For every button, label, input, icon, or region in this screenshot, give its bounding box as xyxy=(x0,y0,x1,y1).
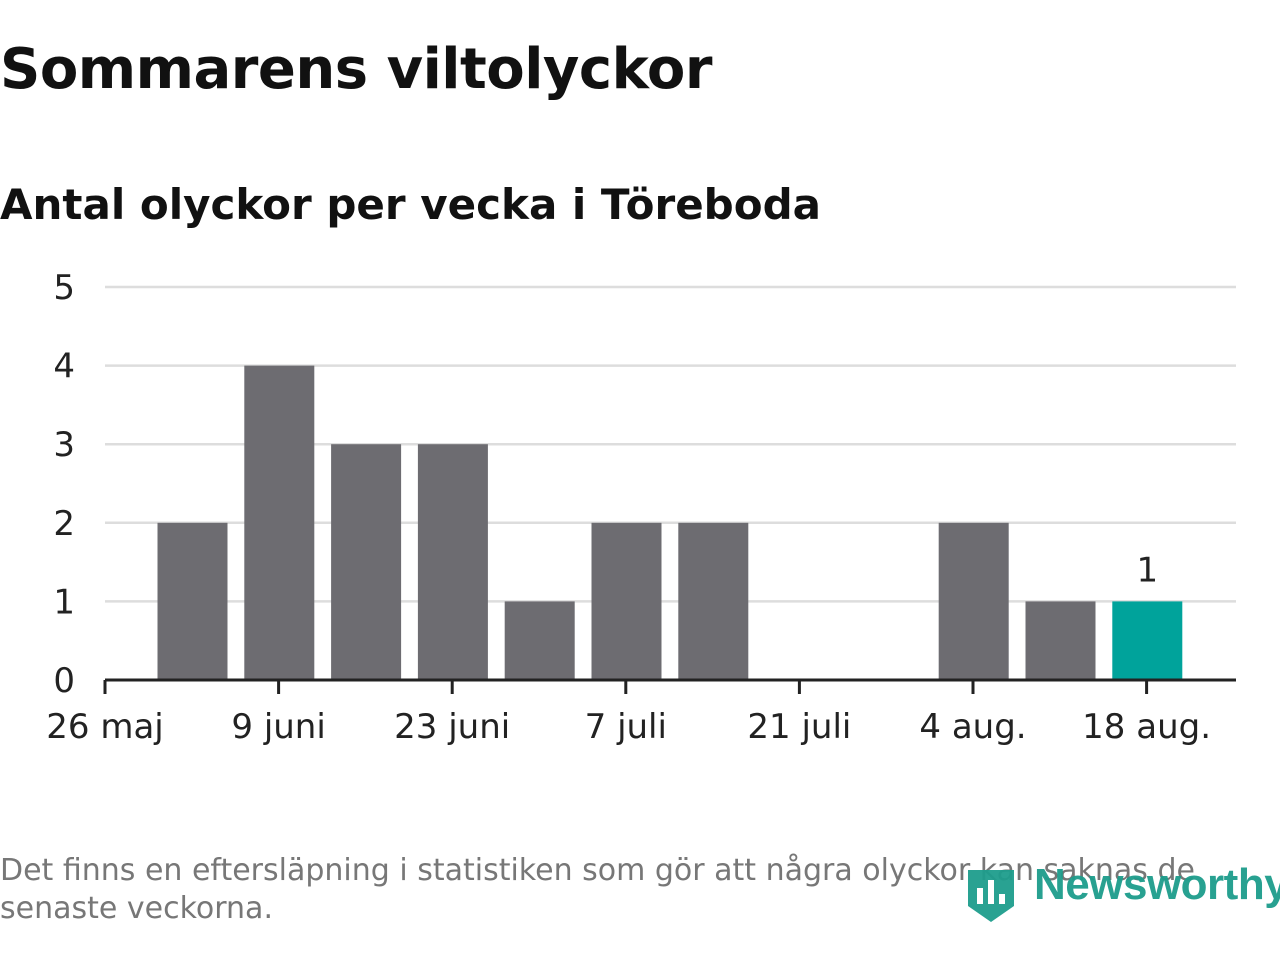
newsworthy-logo: Newsworthy xyxy=(964,858,1280,928)
x-tick-label: 23 juni xyxy=(394,707,510,747)
y-tick-label: 5 xyxy=(53,268,75,308)
bar xyxy=(1112,601,1183,680)
y-tick-label: 0 xyxy=(53,661,75,701)
x-tick-label: 26 maj xyxy=(46,707,163,747)
bar xyxy=(504,601,575,680)
bar-chart: 0 1 2 3 4 5 1 26 maj 9 juni 23 juni 7 juli 21 juli 4… xyxy=(46,268,1236,747)
y-tick-label: 2 xyxy=(53,504,75,544)
bar-chart-badge-icon xyxy=(968,870,1014,922)
y-tick-label: 1 xyxy=(53,582,75,622)
bar xyxy=(678,522,749,680)
x-tick-label: 4 aug. xyxy=(919,707,1026,747)
y-tick-label: 4 xyxy=(53,347,75,387)
bar xyxy=(591,522,662,680)
bar xyxy=(417,444,488,680)
x-tick-label: 7 juli xyxy=(585,707,667,747)
bar xyxy=(1025,601,1096,680)
bar xyxy=(244,365,315,680)
x-tick-label: 18 aug. xyxy=(1082,707,1211,747)
chart-subtitle: Antal olyckor per vecka i Töreboda xyxy=(0,180,822,229)
bar xyxy=(938,522,1009,680)
bar xyxy=(331,444,402,680)
chart-title: Sommarens viltolyckor xyxy=(0,37,712,102)
y-tick-label: 3 xyxy=(53,425,75,465)
bar xyxy=(157,522,228,680)
x-tick-label: 21 juli xyxy=(747,707,851,747)
logo-text: Newsworthy xyxy=(1034,860,1280,909)
data-label: 1 xyxy=(1136,550,1158,590)
x-tick-label: 9 juni xyxy=(231,707,325,747)
